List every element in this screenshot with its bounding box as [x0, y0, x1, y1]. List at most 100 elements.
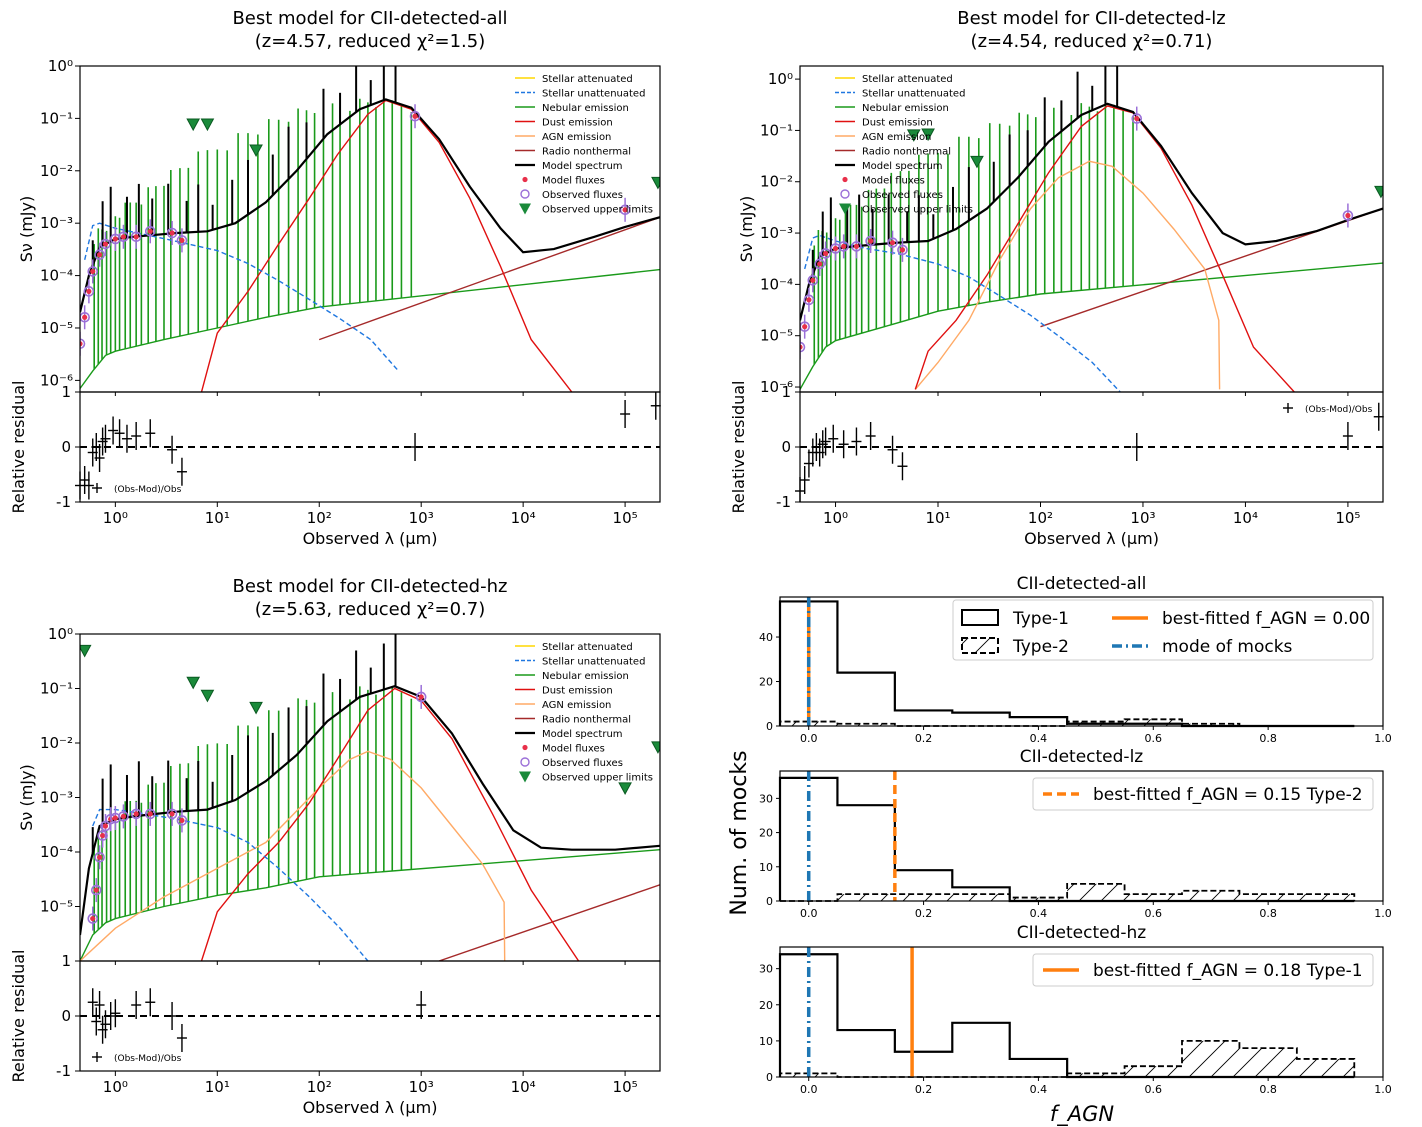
x-tick-label: 1.0 [1374, 732, 1392, 745]
residual-tick-label: -1 [56, 1062, 71, 1080]
series-line-radio [438, 884, 660, 961]
x-tick-label: 10⁵ [1335, 509, 1360, 527]
legend-label-nebular: Nebular emission [862, 103, 949, 114]
legend-swatch-observed-fluxes [520, 757, 530, 767]
observed-flux-point [80, 338, 86, 350]
observed-flux-point [144, 226, 156, 237]
model-flux-point [102, 241, 109, 247]
x-tick-label: 10⁴ [1233, 509, 1258, 527]
legend-box [952, 599, 1374, 661]
observed-flux-point [97, 830, 108, 841]
y-tick-label: 0 [766, 1071, 773, 1084]
y-tick-label: 10⁰ [48, 625, 73, 643]
y-tick-label: 10⁻² [40, 734, 73, 752]
y-tick-label: 10⁻¹ [760, 121, 793, 139]
legend-box [1032, 777, 1374, 811]
y-tick-label: 20 [759, 827, 773, 840]
y-tick-label: 10⁻⁴ [760, 275, 793, 293]
series-line-dust [200, 99, 573, 392]
x-tick-label: 10³ [1130, 509, 1155, 527]
model-flux-point [1134, 115, 1140, 122]
y-tick-label: 10⁻⁶ [760, 378, 793, 396]
x-tick-label: 0.6 [1145, 732, 1163, 745]
y-tick-label: 10⁻⁶ [40, 371, 73, 389]
model-flux-point [622, 207, 628, 213]
sed-plot-area [80, 634, 660, 961]
x-tick-label: 10¹ [205, 509, 230, 527]
upper-limit-marker [249, 701, 263, 715]
legend-label-mode: mode of mocks [1162, 637, 1293, 657]
y-tick-label: 10 [759, 861, 773, 874]
model-flux-point [112, 815, 118, 821]
y-tick-label: 10⁰ [768, 70, 793, 88]
upper-limit-marker [186, 676, 201, 690]
sed-ylabel: Sν (mJy) [17, 196, 36, 262]
x-tick-label: 0.4 [1030, 907, 1048, 920]
legend-label-agn: AGN emission [542, 132, 611, 143]
y-tick-label: 10⁻² [760, 173, 793, 191]
legend-swatch-model-fluxes [842, 176, 848, 183]
sed-panel-1: Best model for CII-detected-lz(z=4.54, r… [729, 8, 1384, 548]
hist-shared-xlabel: f_AGN [1050, 1102, 1115, 1127]
model-flux-point [133, 811, 139, 817]
model-flux-point [179, 237, 185, 243]
sed-legend: Stellar attenuated Stellar unattenuated Ne… [835, 74, 973, 216]
x-tick-label: 0.2 [915, 907, 933, 920]
model-flux-point [806, 297, 812, 303]
residual-ylabel: Relative residual [9, 949, 28, 1082]
legend-label-nebular: Nebular emission [542, 671, 629, 682]
observed-flux-point [144, 808, 156, 820]
hist-title: CII-detected-lz [1020, 747, 1144, 767]
upper-limit-marker [921, 128, 935, 142]
legend-swatch-model-fluxes [522, 744, 528, 751]
model-flux-point [90, 268, 96, 275]
y-tick-label: 10 [759, 1035, 773, 1048]
legend-label-model_fluxes: Model fluxes [542, 176, 605, 187]
y-tick-label: 10⁻⁵ [40, 319, 73, 337]
legend-label-stellar_unatt: Stellar unattenuated [862, 89, 965, 100]
legend-label-agn: AGN emission [542, 700, 611, 711]
y-tick-label: 10⁻⁴ [40, 267, 73, 285]
observed-flux-point [94, 851, 105, 863]
observed-flux-point [87, 266, 99, 277]
legend-swatch-observed-fluxes [520, 189, 530, 199]
model-flux-point [889, 240, 896, 246]
model-flux-point [93, 887, 99, 893]
model-flux-point [853, 243, 860, 249]
hist-legend: best-fitted f_AGN = 0.18 Type-1 [1032, 953, 1374, 987]
model-flux-point [169, 811, 175, 817]
x-tick-label: 0.6 [1145, 1083, 1163, 1096]
model-flux-point [120, 813, 127, 819]
legend-label-obs_fluxes: Observed fluxes [542, 758, 623, 769]
y-tick-label: 10⁻¹ [40, 109, 73, 127]
x-tick-label: 0.2 [915, 1083, 933, 1096]
upper-limit-marker [186, 118, 201, 132]
upper-limit-marker [1374, 185, 1383, 199]
x-tick-label: 10³ [409, 509, 434, 527]
legend-label-upper_limits: Observed upper limits [542, 205, 653, 216]
series-line-nebular [80, 268, 660, 389]
model-flux-point [817, 261, 823, 267]
hist-frame [779, 770, 1384, 902]
legend-label-model_fluxes: Model fluxes [542, 744, 605, 755]
residual-tick-label: 0 [781, 438, 791, 456]
observed-flux-point [800, 341, 806, 353]
legend-label-obs_fluxes: Observed fluxes [542, 190, 623, 201]
upper-limit-marker [80, 644, 92, 658]
series-line-radio [318, 216, 660, 341]
model-flux-point [112, 236, 118, 242]
model-flux-point [412, 113, 418, 119]
model-flux-point [841, 243, 847, 249]
legend-swatch-upper-limits [519, 771, 531, 783]
observed-flux-point [814, 258, 825, 270]
legend-label-obs_fluxes: Observed fluxes [862, 190, 943, 201]
y-tick-label: 30 [759, 792, 773, 805]
x-tick-label: 0.2 [915, 732, 933, 745]
observed-flux-point [1131, 113, 1143, 124]
legend-swatch-type1 [961, 609, 999, 626]
residual-legend-label: (Obs-Mod)/Obs [1305, 405, 1373, 415]
sed-xlabel: Observed λ (μm) [303, 1098, 438, 1117]
observed-flux-point [803, 294, 815, 306]
residual-tick-label: 1 [61, 383, 71, 401]
y-tick-label: 20 [759, 676, 773, 689]
